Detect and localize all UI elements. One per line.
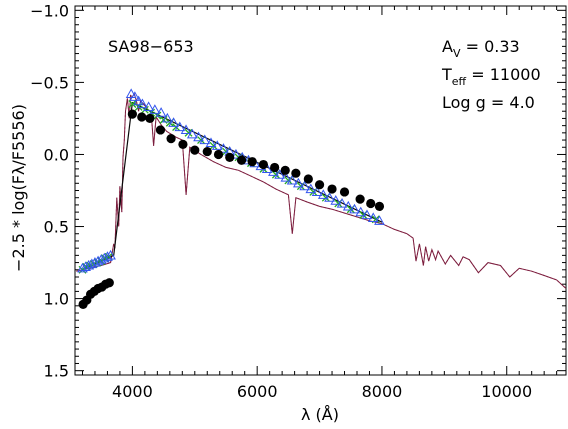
triangle-point <box>180 124 192 135</box>
cross-point <box>184 128 193 137</box>
teff-value: = 11000 <box>466 65 540 84</box>
triangle-point <box>205 137 217 148</box>
black-dot-point <box>202 146 212 157</box>
triangle-point <box>311 186 323 197</box>
y-tick-label: 1.5 <box>44 362 69 381</box>
triangle-point <box>186 128 198 139</box>
plot-frame <box>74 5 567 376</box>
model-spectrum-line <box>76 92 567 289</box>
triangle-point <box>293 177 304 188</box>
triangle-point <box>342 200 354 211</box>
x-tick-label: 10000 <box>481 382 532 401</box>
model-spectrum <box>76 92 567 289</box>
y-tick-label: 0.5 <box>44 218 69 237</box>
triangle-point <box>230 148 242 159</box>
triangle-point <box>149 104 161 114</box>
y-tick-label: 1.0 <box>44 290 69 309</box>
triangle-point <box>193 131 204 142</box>
triangle-point <box>105 249 116 260</box>
logg-annotation: Log g = 4.0 <box>442 93 535 112</box>
triangle-point <box>349 203 360 214</box>
cross-point <box>128 100 137 108</box>
triangle-point <box>211 140 223 150</box>
triangle-point <box>280 171 292 182</box>
black-dot-point <box>190 145 200 155</box>
triangle-point <box>330 195 342 205</box>
black-dot-point <box>145 113 155 124</box>
black-dot-point <box>355 194 365 204</box>
black-dot-point <box>178 139 188 149</box>
y-tick-label: −0.5 <box>30 73 69 92</box>
av-main: A <box>442 37 453 56</box>
triangle-point <box>367 212 379 222</box>
y-tick-label: 0.0 <box>44 145 69 164</box>
triangle-point <box>324 192 335 202</box>
black-dot-point <box>247 157 257 167</box>
triangle-point <box>336 197 348 208</box>
x-axis: 4000 6000 8000 10000 <box>81 6 558 401</box>
model-spectrum-dotted-line <box>76 92 567 289</box>
black-dot-point <box>327 184 337 194</box>
black-dot-point <box>104 278 114 288</box>
black-dot-point <box>291 168 301 178</box>
black-dot-point <box>155 125 166 135</box>
black-dot-point <box>280 165 290 175</box>
black-dot-point <box>127 109 137 119</box>
y-tick-label: −1.0 <box>30 1 69 20</box>
triangle-point <box>137 98 148 109</box>
triangle-point <box>286 174 298 185</box>
triangle-point <box>361 209 373 220</box>
triangle-markers <box>77 88 385 273</box>
triangle-point <box>174 121 186 132</box>
black-dot-point <box>270 162 280 173</box>
triangle-point <box>355 206 367 217</box>
x-tick-label: 6000 <box>237 382 278 401</box>
triangle-point <box>374 215 385 225</box>
black-dot-point <box>374 201 385 211</box>
black-dot-point <box>213 149 224 160</box>
triangle-point <box>129 91 141 101</box>
triangle-point <box>305 183 317 194</box>
teff-sub: eff <box>452 75 467 88</box>
fit-line <box>82 101 383 271</box>
triangle-point <box>133 95 144 106</box>
black-dot-point <box>166 134 176 144</box>
black-dot-point <box>303 174 313 184</box>
black-dot-point <box>225 152 235 162</box>
y-axis: −1.0 −0.5 0.0 0.5 1.0 1.5 <box>30 1 566 381</box>
triangle-point <box>143 101 154 111</box>
black-dot-point <box>236 155 247 165</box>
triangle-point <box>199 134 211 145</box>
av-annotation: AV = 0.33 <box>442 37 520 60</box>
fit-line-path <box>82 101 383 271</box>
black-dot-point <box>314 180 325 190</box>
teff-main: T <box>441 65 452 84</box>
av-value: = 0.33 <box>460 37 519 56</box>
triangle-point <box>125 88 137 99</box>
y-axis-title: −2.5 * log(Fλ/F5556) <box>9 104 28 272</box>
triangle-point <box>161 112 173 123</box>
av-sub: V <box>453 47 461 60</box>
x-axis-title: λ (Å) <box>301 405 339 424</box>
star-name: SA98−653 <box>108 37 194 56</box>
triangle-point <box>168 117 179 127</box>
black-dot-markers <box>78 109 385 309</box>
triangle-point <box>317 189 329 199</box>
black-dot-point <box>258 159 269 170</box>
triangle-point <box>218 143 229 153</box>
x-tick-label: 8000 <box>362 382 403 401</box>
triangle-point <box>155 107 167 117</box>
triangle-point <box>102 251 113 261</box>
black-dot-point <box>137 112 147 122</box>
triangle-point <box>299 180 310 191</box>
black-dot-point <box>366 198 376 209</box>
teff-annotation: Teff = 11000 <box>441 65 541 88</box>
x-tick-label: 4000 <box>112 382 153 401</box>
triangle-point <box>274 169 285 179</box>
black-dot-point <box>339 187 350 197</box>
